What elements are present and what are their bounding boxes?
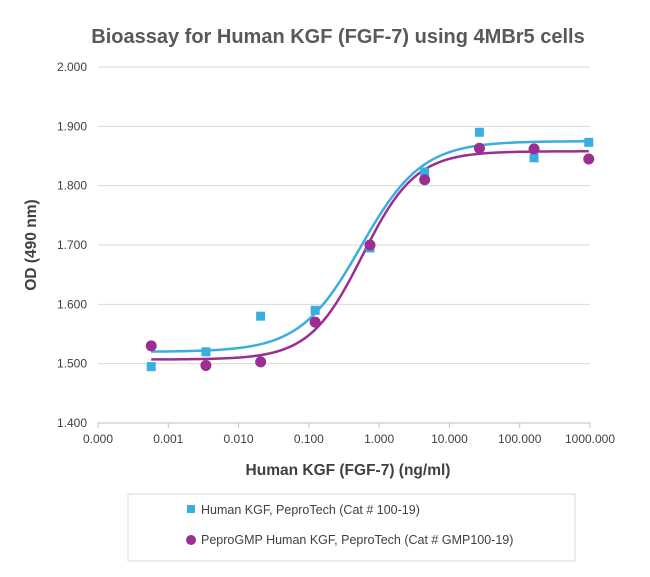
legend-square-marker [187, 505, 195, 513]
x-tick-label: 0.100 [294, 432, 324, 446]
x-tick-label: 100.000 [498, 432, 542, 446]
y-tick-label: 1.600 [57, 297, 87, 311]
y-tick-labels: 1.400 1.500 1.600 1.700 1.800 1.900 2.000 [57, 60, 87, 430]
chart-title: Bioassay for Human KGF (FGF-7) using 4MB… [91, 26, 584, 48]
square-data-point [420, 167, 430, 177]
square-data-point [474, 127, 484, 137]
y-tick-label: 1.900 [57, 119, 87, 133]
x-axis-label: Human KGF (FGF-7) (ng/ml) [246, 462, 451, 479]
square-data-point [146, 362, 156, 372]
y-tick-label: 1.500 [57, 357, 87, 371]
y-tick-label: 1.400 [57, 416, 87, 430]
square-data-point [310, 305, 320, 315]
legend-circle-marker [186, 535, 196, 545]
square-data-point [584, 137, 594, 147]
x-tick-label: 1000.000 [565, 432, 615, 446]
square-data-point [256, 311, 266, 321]
axes [97, 422, 591, 428]
circle-data-point [419, 174, 431, 186]
x-tick-label: 10.000 [431, 432, 468, 446]
y-tick-label: 1.700 [57, 238, 87, 252]
x-tick-label: 1.000 [364, 432, 394, 446]
square-data-point [201, 347, 211, 357]
circle-data-point [145, 340, 157, 352]
circle-data-point [200, 359, 212, 371]
y-tick-label: 2.000 [57, 60, 87, 74]
gridlines [98, 66, 590, 365]
x-tick-labels: 0.000 0.001 0.010 0.100 1.000 10.000 100.000 10… [83, 432, 615, 446]
y-tick-label: 1.800 [57, 179, 87, 193]
circle-data-point [364, 239, 376, 251]
circle-data-point [255, 356, 267, 368]
y-axis-label: OD (490 nm) [23, 199, 40, 290]
circle-data-point [473, 142, 485, 154]
legend-label-peprogmp-kgf: PeproGMP Human KGF, PeproTech (Cat # GMP… [201, 533, 513, 547]
fit-curve-square [151, 140, 589, 353]
x-tick-label: 0.010 [224, 432, 254, 446]
data-points [145, 127, 595, 372]
x-tick-label: 0.000 [83, 432, 113, 446]
circle-data-point [528, 143, 540, 155]
legend-box [127, 493, 576, 562]
square-data-point [529, 153, 539, 163]
legend-label-human-kgf: Human KGF, PeproTech (Cat # 100-19) [201, 503, 420, 517]
circle-data-point [309, 316, 321, 328]
x-tick-label: 0.001 [153, 432, 183, 446]
circle-data-point [583, 153, 595, 165]
fit-curve-circle [151, 150, 589, 361]
legend: Human KGF, PeproTech (Cat # 100-19) Pepr… [127, 493, 576, 562]
